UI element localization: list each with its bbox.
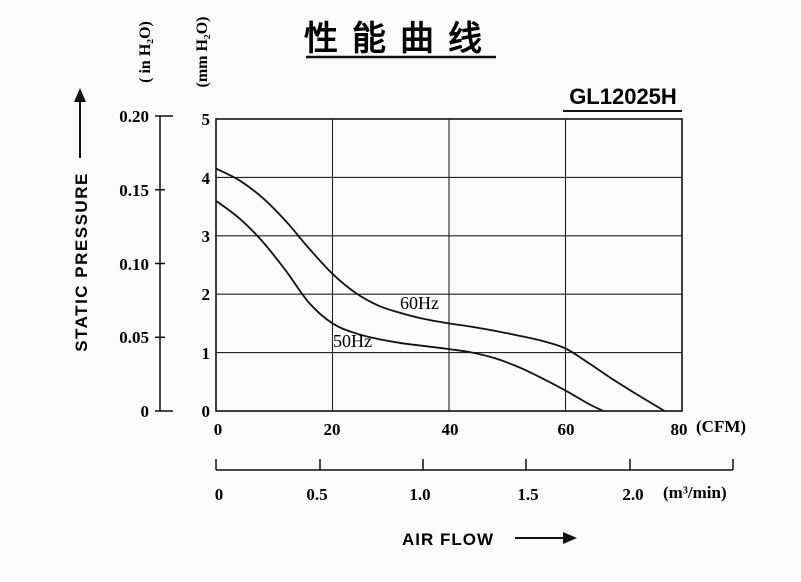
inch-tick-label: 0 bbox=[141, 402, 150, 421]
cfm-tick-label: 0 bbox=[214, 420, 223, 439]
mm-tick-label: 4 bbox=[202, 169, 211, 188]
cfm-tick-label: 80 bbox=[671, 420, 688, 439]
x-axis-label: AIR FLOW bbox=[402, 530, 494, 549]
inch-tick-label: 0.10 bbox=[119, 255, 149, 274]
mm-tick-label: 3 bbox=[202, 227, 211, 246]
y-unit-inches: ( in H₂O) bbox=[137, 21, 154, 83]
cfm-tick-label: 20 bbox=[324, 420, 341, 439]
mm-tick-label: 1 bbox=[202, 344, 211, 363]
plot-frame bbox=[215, 118, 683, 412]
plot-grid bbox=[216, 119, 682, 411]
model-label: GL12025H bbox=[569, 84, 677, 109]
x-axis-arrow-head bbox=[563, 532, 577, 544]
y-unit-mm: (mm H₂O) bbox=[194, 17, 211, 88]
m3-tick-label: 2.0 bbox=[622, 485, 643, 504]
series-60hz-line bbox=[215, 167, 665, 412]
series-50hz-line bbox=[215, 200, 604, 412]
cfm-unit: (CFM) bbox=[696, 417, 746, 436]
m3-tick-label: 0.5 bbox=[306, 485, 327, 504]
inch-tick-labels: 0.20 0.15 0.10 0.05 0 bbox=[119, 107, 149, 421]
cfm-tick-label: 40 bbox=[442, 420, 459, 439]
mm-tick-label: 2 bbox=[202, 285, 211, 304]
inch-tick-label: 0.05 bbox=[119, 328, 149, 347]
m3-tick-label: 1.0 bbox=[409, 485, 430, 504]
series-60hz-label: 60Hz bbox=[400, 293, 439, 313]
mm-tick-label: 0 bbox=[202, 402, 211, 421]
inch-axis bbox=[155, 115, 173, 412]
m3-tick-label: 1.5 bbox=[517, 485, 538, 504]
series-50hz-label: 50Hz bbox=[333, 331, 372, 351]
m3-axis bbox=[215, 459, 734, 471]
m3-unit: (m³/min) bbox=[663, 483, 727, 502]
mm-tick-labels: 5 4 3 2 1 0 bbox=[202, 110, 211, 421]
y-axis-arrow-head bbox=[74, 88, 86, 102]
cfm-tick-label: 60 bbox=[558, 420, 575, 439]
inch-tick-label: 0.20 bbox=[119, 107, 149, 126]
cfm-tick-labels: 0 20 40 60 80 bbox=[214, 420, 688, 439]
mm-tick-label: 5 bbox=[202, 110, 211, 129]
m3-tick-label: 0 bbox=[215, 485, 224, 504]
y-axis-label: STATIC PRESSURE bbox=[72, 172, 91, 352]
inch-tick-label: 0.15 bbox=[119, 181, 149, 200]
m3-tick-labels: 0 0.5 1.0 1.5 2.0 bbox=[215, 485, 644, 504]
chart-title: 性能曲线 bbox=[304, 19, 496, 59]
